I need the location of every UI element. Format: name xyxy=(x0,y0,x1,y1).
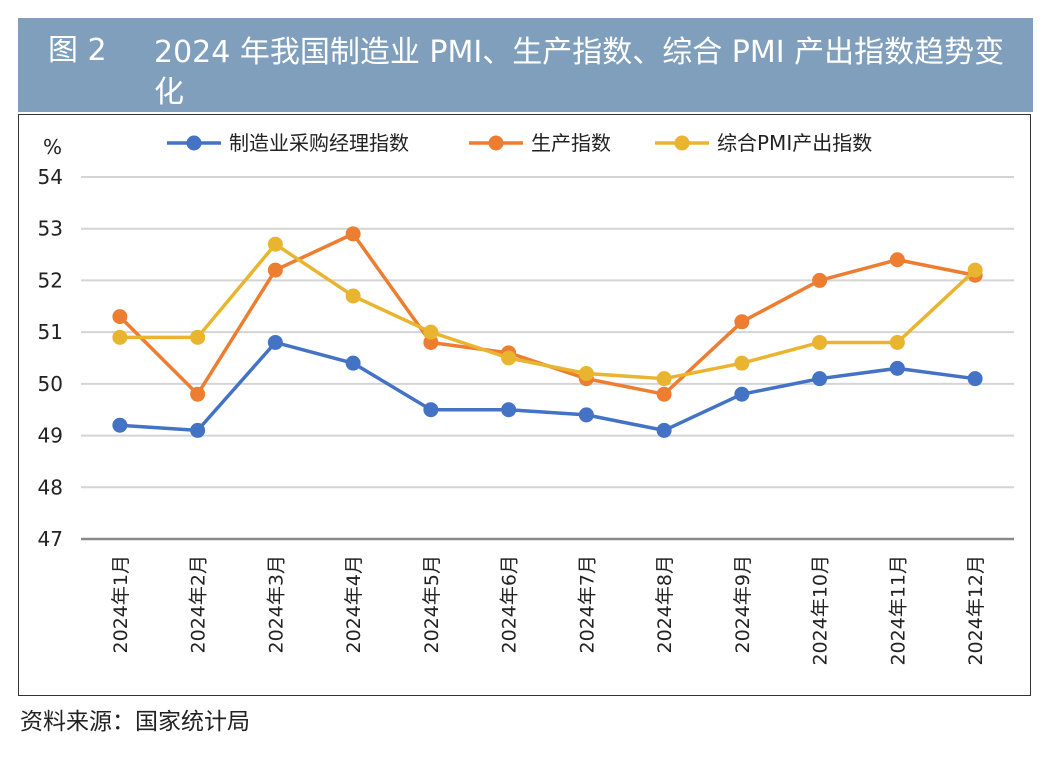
legend-label: 生产指数 xyxy=(531,131,611,155)
legend-item: 生产指数 xyxy=(469,131,611,155)
figure-header: 图 2 2024 年我国制造业 PMI、生产指数、综合 PMI 产出指数趋势变化 xyxy=(18,18,1033,112)
chart-frame: 47 48 49 50 51 52 53 54 % 2024年1月 2024年2月 2024年3月… xyxy=(18,114,1031,696)
data-point xyxy=(267,236,283,252)
legend-item: 制造业采购经理指数 xyxy=(167,131,409,155)
data-point xyxy=(812,334,828,350)
data-point xyxy=(190,386,206,402)
data-point xyxy=(734,386,750,402)
x-tick-label: 2024年2月 xyxy=(188,555,210,653)
data-point xyxy=(345,288,361,304)
x-tick-label: 2024年4月 xyxy=(343,555,365,653)
y-tick-label: 50 xyxy=(38,372,63,396)
x-tick-label: 2024年10月 xyxy=(810,555,832,666)
data-point xyxy=(267,262,283,278)
y-tick-label: 52 xyxy=(38,268,63,292)
legend-label: 制造业采购经理指数 xyxy=(229,131,409,155)
data-point xyxy=(345,355,361,371)
data-point xyxy=(501,350,517,366)
x-tick-label: 2024年6月 xyxy=(499,555,521,653)
data-point xyxy=(190,329,206,345)
y-tick-label: 48 xyxy=(38,475,63,499)
x-tick-label: 2024年3月 xyxy=(265,555,287,653)
series-1 xyxy=(112,334,983,438)
y-tick-label: 49 xyxy=(38,424,63,448)
chart-title: 2024 年我国制造业 PMI、生产指数、综合 PMI 产出指数趋势变化 xyxy=(154,35,1005,110)
data-point xyxy=(889,360,905,376)
x-axis-ticks: 2024年1月 2024年2月 2024年3月 2024年4月 2024年5月 2024年… xyxy=(110,555,987,666)
series-line xyxy=(119,242,977,381)
legend-marker xyxy=(674,135,690,151)
series-lines xyxy=(112,226,983,438)
data-point xyxy=(423,324,439,340)
legend-item: 综合PMI产出指数 xyxy=(655,131,872,155)
data-point xyxy=(656,386,672,402)
x-tick-label: 2024年5月 xyxy=(421,555,443,653)
data-point xyxy=(812,272,828,288)
y-tick-label: 54 xyxy=(38,165,63,189)
figure-number: 图 2 xyxy=(48,33,107,68)
x-tick-label: 2024年12月 xyxy=(965,555,987,666)
data-point xyxy=(112,417,128,433)
data-point xyxy=(578,407,594,423)
y-axis-ticks: 47 48 49 50 51 52 53 54 xyxy=(38,165,63,551)
y-tick-label: 51 xyxy=(38,320,63,344)
legend-marker xyxy=(488,135,504,151)
source-note: 资料来源：国家统计局 xyxy=(20,709,250,735)
data-point xyxy=(812,371,828,387)
data-point xyxy=(656,371,672,387)
line-chart: 47 48 49 50 51 52 53 54 % 2024年1月 2024年2月 2024年3月… xyxy=(38,131,1014,666)
data-point xyxy=(423,402,439,418)
x-tick-label: 2024年7月 xyxy=(576,555,598,653)
data-point xyxy=(578,366,594,382)
y-tick-label: 53 xyxy=(38,217,63,241)
data-point xyxy=(190,422,206,438)
series-line xyxy=(118,232,976,396)
data-point xyxy=(889,252,905,268)
data-point xyxy=(734,355,750,371)
x-tick-label: 2024年11月 xyxy=(887,555,909,666)
data-point xyxy=(501,402,517,418)
x-tick-label: 2024年8月 xyxy=(654,555,676,653)
legend: 制造业采购经理指数 生产指数 综合PMI产出指数 xyxy=(167,131,872,155)
legend-marker xyxy=(186,135,202,151)
data-point xyxy=(112,309,128,325)
data-point xyxy=(112,329,128,345)
data-point xyxy=(734,314,750,330)
data-point xyxy=(423,334,439,350)
series-3 xyxy=(112,236,983,387)
data-point xyxy=(967,262,983,278)
y-axis-unit-label: % xyxy=(43,135,62,159)
data-point xyxy=(967,371,983,387)
data-point xyxy=(267,334,283,350)
data-point xyxy=(656,422,672,438)
x-tick-label: 2024年1月 xyxy=(110,555,132,653)
y-tick-label: 47 xyxy=(38,527,63,551)
data-point xyxy=(889,334,905,350)
series-line xyxy=(119,340,976,433)
x-tick-label: 2024年9月 xyxy=(732,555,754,653)
legend-label: 综合PMI产出指数 xyxy=(717,131,872,155)
data-point xyxy=(345,226,361,242)
